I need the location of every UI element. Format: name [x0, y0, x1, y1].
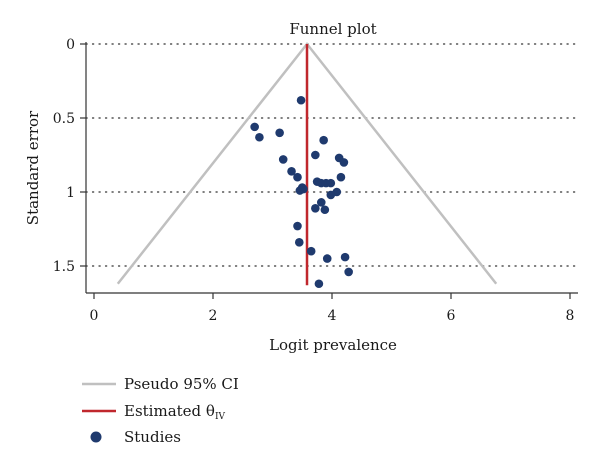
study-point	[275, 128, 284, 138]
study-point	[287, 166, 296, 176]
study-point	[314, 279, 324, 289]
study-point	[340, 252, 350, 262]
study-point	[278, 155, 288, 164]
study-point	[326, 190, 336, 200]
study-point	[250, 122, 259, 132]
study-points	[250, 95, 353, 289]
x-tick-label: 2	[209, 308, 218, 324]
study-point	[293, 172, 302, 182]
study-point	[311, 203, 320, 213]
study-point	[339, 158, 349, 167]
study-point	[336, 172, 346, 182]
y-tick-label: 1.5	[53, 259, 75, 275]
x-axis-title: Logit prevalence	[269, 336, 397, 354]
y-axis-title: Standard error	[24, 110, 42, 225]
study-point	[320, 205, 330, 215]
study-point	[294, 238, 304, 247]
study-point	[319, 135, 328, 145]
gridlines	[85, 43, 579, 267]
axes	[85, 42, 578, 294]
study-point	[326, 178, 336, 188]
legend-studies-label: Studies	[124, 428, 181, 446]
legend-estimate-text: Estimated θ	[124, 402, 215, 420]
study-point	[316, 198, 326, 207]
study-point	[322, 254, 332, 263]
study-point	[299, 184, 308, 194]
study-point	[296, 95, 306, 105]
y-tick-label: 0.5	[53, 111, 75, 127]
study-point	[293, 221, 302, 231]
legend-studies-marker	[90, 431, 102, 443]
study-point	[344, 267, 353, 277]
legend-estimate-subscript: IV	[215, 412, 226, 422]
x-tick-label: 4	[328, 308, 337, 324]
x-tick-label: 0	[90, 308, 99, 324]
y-axis-ticks: 0 0.5 1 1.5	[53, 37, 86, 275]
y-tick-label: 0	[66, 37, 75, 53]
study-point	[255, 132, 264, 142]
study-point	[306, 246, 316, 256]
chart-title: Funnel plot	[289, 20, 376, 38]
legend-ci-label: Pseudo 95% CI	[124, 375, 239, 393]
x-tick-label: 8	[566, 308, 575, 324]
x-tick-label: 6	[447, 308, 456, 324]
legend-estimate-label: Estimated θIV	[124, 402, 226, 422]
legend: Pseudo 95% CI Estimated θIV Studies	[82, 375, 239, 446]
study-point	[311, 150, 320, 160]
y-tick-label: 1	[66, 185, 75, 201]
x-axis-ticks: 0 2 4 6 8	[90, 293, 575, 324]
